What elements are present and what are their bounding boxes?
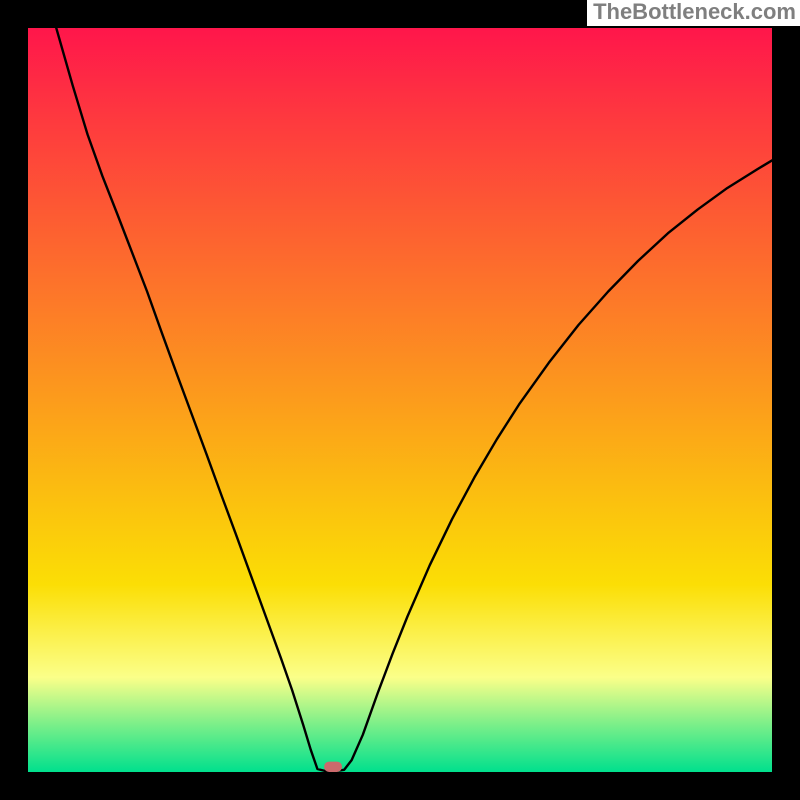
chart-svg <box>0 0 800 800</box>
plot-background <box>28 28 772 772</box>
watermark-label: TheBottleneck.com <box>587 0 800 26</box>
stage: TheBottleneck.com <box>0 0 800 800</box>
optimum-marker <box>324 762 342 772</box>
